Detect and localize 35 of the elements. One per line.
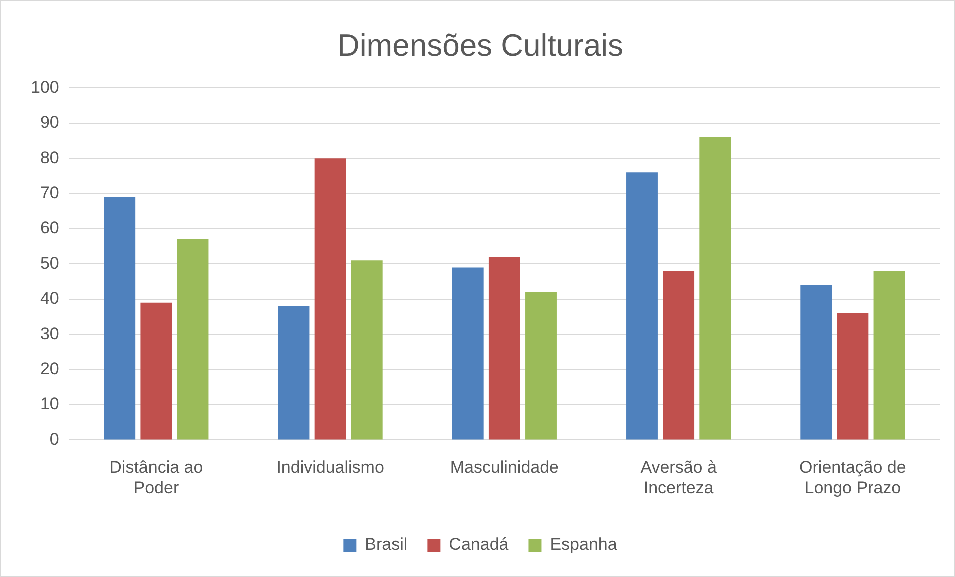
bar — [626, 172, 658, 440]
y-tick-label: 90 — [40, 113, 60, 132]
bar — [140, 302, 172, 440]
bar — [177, 240, 209, 440]
x-tick-label: Individualismo — [276, 458, 384, 478]
x-tick-label: Distância ao Poder — [110, 458, 204, 498]
y-tick-label: 50 — [40, 254, 60, 273]
bar — [351, 260, 383, 440]
y-tick-label: 60 — [40, 218, 60, 238]
bar — [452, 268, 484, 440]
bar — [663, 271, 695, 440]
y-tick-label: 100 — [30, 78, 60, 97]
y-tick-label: 10 — [40, 394, 60, 414]
y-tick-label: 80 — [40, 148, 60, 168]
y-tick-label: 30 — [40, 324, 60, 344]
x-tick-label: Masculinidade — [450, 458, 560, 478]
bar — [800, 285, 832, 440]
y-tick-label: 40 — [40, 289, 60, 308]
chart-title: Dimensões Culturais — [338, 28, 624, 64]
bar — [874, 271, 906, 440]
y-tick-label: 0 — [50, 430, 60, 449]
bar — [488, 257, 520, 440]
legend-label: Canadá — [449, 535, 510, 554]
x-tick-label: Aversão à Incerteza — [640, 458, 718, 498]
legend-label: Espanha — [550, 535, 618, 554]
y-tick-label: 70 — [40, 183, 60, 202]
bar — [526, 292, 557, 440]
bar — [104, 197, 136, 440]
bar — [837, 313, 869, 440]
x-tick-label: Orientação de Longo Prazo — [800, 458, 906, 498]
bar — [278, 306, 310, 440]
y-tick-label: 20 — [40, 359, 60, 378]
bar — [314, 158, 346, 440]
bar — [700, 137, 732, 440]
legend-label: Brasil — [365, 535, 408, 554]
